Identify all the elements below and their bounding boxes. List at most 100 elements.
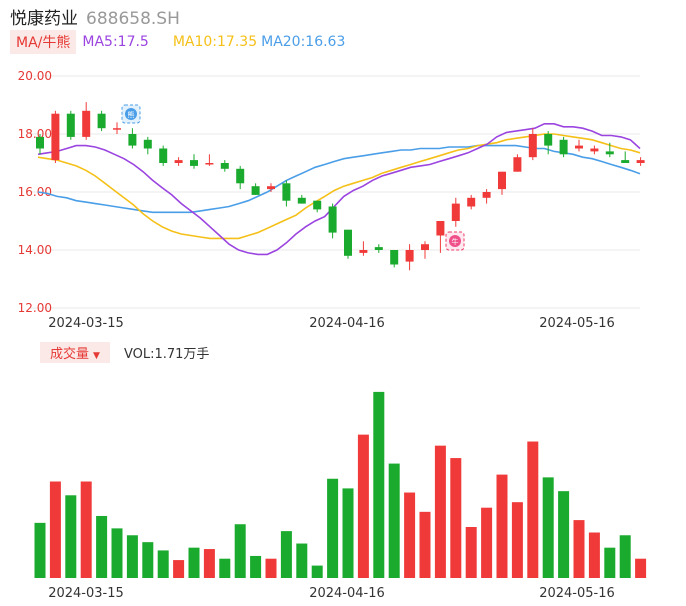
volume-bar: [388, 463, 400, 578]
bull-signal-badge[interactable]: 牛: [445, 231, 465, 251]
volume-bar: [481, 507, 493, 578]
volume-bar: [219, 558, 231, 578]
volume-bar: [573, 520, 585, 578]
candle-body: [451, 203, 460, 221]
volume-indicator-selector[interactable]: 成交量 ▼: [40, 341, 110, 363]
bear-signal-badge[interactable]: 熊: [121, 104, 141, 124]
volume-bar: [342, 488, 354, 578]
candle-body: [605, 151, 614, 155]
price-date-label: 2024-05-16: [539, 316, 615, 331]
volume-bar: [296, 543, 308, 578]
volume-bar: [635, 558, 647, 578]
ma5-line: [37, 123, 641, 256]
candle-body: [205, 163, 214, 165]
price-grid: [30, 75, 640, 309]
candle-body: [251, 186, 260, 195]
candle-body: [51, 113, 60, 161]
candle-body: [128, 134, 137, 146]
stock-name: 悦康药业: [10, 9, 78, 29]
candle-body: [359, 250, 368, 253]
bull-badge-label: 牛: [452, 237, 459, 246]
stock-header: 悦康药业 688658.SH: [10, 4, 180, 29]
volume-bar: [434, 445, 446, 578]
price-date-axis: 2024-03-15 2024-04-16 2024-05-16: [48, 316, 615, 331]
volume-bar: [34, 522, 46, 578]
volume-bar: [173, 560, 185, 578]
candle-body: [390, 250, 399, 265]
dropdown-arrow-icon: ▼: [93, 350, 100, 361]
ma-legend: MA/牛熊 MA5:17.5 MA10:17.35 MA20:16.63: [10, 30, 349, 54]
volume-bar: [450, 458, 462, 578]
candle-body: [467, 197, 476, 207]
volume-bar: [404, 492, 416, 578]
volume-legend: 成交量 ▼ VOL:1.71万手: [40, 341, 210, 363]
candle-body: [482, 192, 491, 198]
volume-bar: [311, 565, 323, 578]
volume-bar: [511, 502, 523, 578]
price-tick-label: 20.00: [18, 69, 52, 83]
volume-bar: [80, 481, 92, 578]
price-date-label: 2024-03-15: [48, 316, 124, 331]
price-date-label: 2024-04-16: [309, 316, 385, 331]
price-axis: 20.00 18.00 16.00 14.00 12.00: [18, 69, 52, 315]
volume-bar: [265, 558, 277, 578]
volume-bar: [542, 477, 554, 578]
volume-bar: [588, 532, 600, 578]
volume-bar: [234, 524, 246, 578]
candle-body: [159, 148, 168, 163]
candle-body: [267, 186, 275, 190]
volume-bar: [465, 526, 477, 578]
bear-icon: [125, 108, 137, 120]
candle-body: [113, 128, 121, 130]
candle-body: [82, 110, 91, 137]
volume-bar: [357, 434, 369, 578]
volume-bar: [49, 481, 61, 578]
candle-body: [344, 229, 352, 256]
candle-body: [590, 148, 599, 152]
volume-bar: [142, 542, 154, 578]
volume-bar: [126, 535, 138, 578]
volume-bar: [250, 555, 262, 578]
volume-bar: [96, 515, 108, 578]
price-tick-label: 16.00: [18, 185, 52, 199]
candle-body: [513, 157, 522, 172]
ma10-line: [37, 133, 641, 240]
candle-body: [498, 171, 506, 190]
candle-body: [421, 244, 429, 250]
ma-indicator-selector[interactable]: MA/牛熊: [10, 30, 77, 54]
volume-tag-label: 成交量: [50, 346, 90, 362]
price-tick-label: 12.00: [18, 301, 52, 315]
candle-body: [374, 247, 383, 250]
candle-body: [405, 250, 414, 262]
candle-body: [36, 136, 44, 149]
candle-body: [436, 221, 445, 236]
volume-bars: [34, 391, 647, 578]
candlesticks: [36, 102, 645, 271]
candle-body: [174, 160, 183, 163]
candle-body: [621, 160, 630, 163]
candle-body: [190, 160, 198, 166]
volume-bar: [373, 391, 385, 578]
ma20-legend: MA20:16.63: [261, 34, 346, 50]
candle-body: [297, 197, 306, 204]
volume-bar: [619, 535, 631, 578]
candle-body: [328, 206, 337, 233]
volume-bar: [157, 550, 169, 578]
volume-bar: [65, 495, 77, 578]
volume-bar: [527, 441, 539, 578]
volume-bar: [496, 474, 508, 578]
volume-bar: [203, 549, 215, 578]
signal-badges: 熊 牛: [121, 104, 465, 251]
candle-body: [559, 139, 568, 155]
volume-bar: [419, 511, 431, 578]
candle-body: [220, 163, 229, 169]
candle-body: [236, 168, 245, 184]
volume-bar: [327, 478, 339, 578]
candle-body: [528, 134, 537, 158]
volume-bar: [111, 528, 123, 578]
candle-body: [575, 145, 583, 149]
stock-code: 688658.SH: [86, 9, 180, 29]
ma5-legend: MA5:17.5: [82, 34, 149, 50]
volume-bar: [188, 547, 200, 578]
volume-value: VOL:1.71万手: [123, 346, 210, 362]
